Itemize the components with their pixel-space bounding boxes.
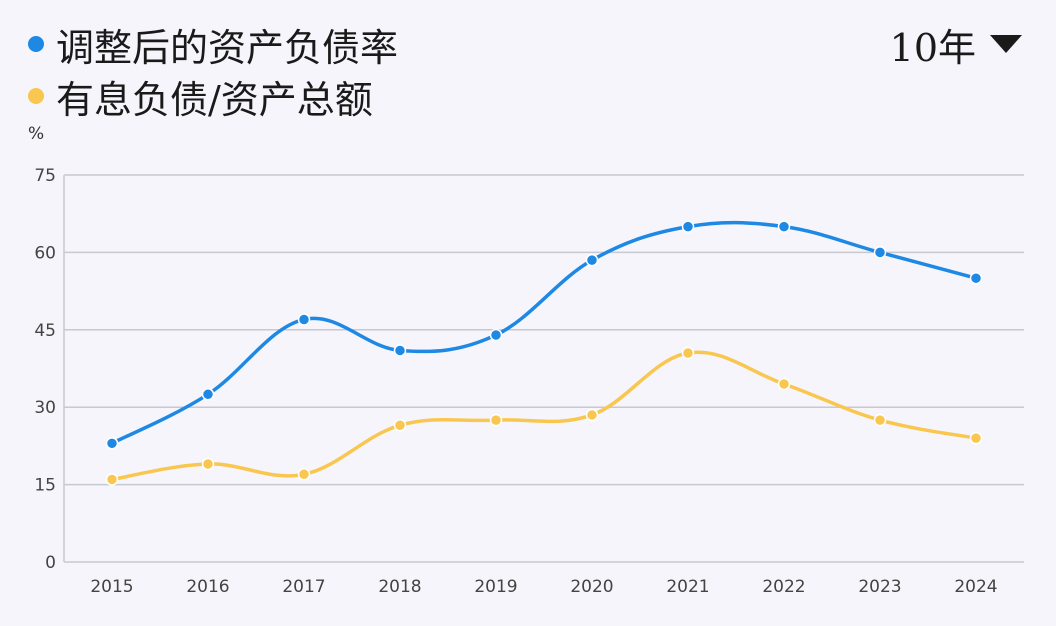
data-point-series-1-2021[interactable] [681,346,695,360]
legend-item-interest-debt-ratio[interactable]: 有息负债/资产总额 [28,70,398,122]
legend-label: 有息负债/资产总额 [56,77,373,122]
data-point-series-0-2017[interactable] [297,313,311,326]
x-tick-label: 2018 [378,577,421,597]
caret-down-icon [990,35,1022,53]
series-points [105,220,983,486]
x-tick-label: 2020 [570,577,613,597]
x-tick-label: 2021 [666,577,709,597]
data-point-series-1-2024[interactable] [969,431,983,445]
series-lines [110,220,978,482]
data-point-series-0-2023[interactable] [873,246,887,259]
legend-item-adjusted-debt-ratio[interactable]: 调整后的资产负债率 [28,18,398,70]
data-point-series-1-2016[interactable] [201,457,215,471]
data-point-series-1-2023[interactable] [873,413,887,427]
data-point-series-1-2018[interactable] [393,419,407,432]
legend-dot-yellow-icon [28,88,44,104]
data-point-series-0-2019[interactable] [489,328,503,342]
data-point-series-0-2022[interactable] [777,220,791,233]
x-tick-label: 2019 [474,577,517,597]
legend-dot-blue-icon [28,36,44,52]
data-point-series-0-2024[interactable] [969,271,983,285]
data-point-series-1-2015[interactable] [105,473,119,486]
y-tick-label: 0 [45,553,56,573]
y-axis-unit: % [28,124,45,144]
data-point-series-0-2016[interactable] [201,388,215,401]
y-tick-label: 30 [34,398,56,418]
grid-lines [63,174,1024,563]
x-tick-label: 2015 [90,577,133,597]
x-tick-label: 2017 [282,577,325,597]
y-axis-ticks: 0 15 30 45 60 75 [34,166,56,573]
series-line-0 [110,220,978,446]
x-axis-ticks: 2015 2016 2017 2018 2019 2020 2021 2022 2023 2024 [90,577,997,597]
range-dropdown[interactable]: 10年 [890,18,1022,70]
data-point-series-1-2019[interactable] [489,413,503,427]
y-tick-label: 60 [34,243,56,263]
data-point-series-1-2022[interactable] [777,377,791,391]
data-point-series-0-2021[interactable] [681,220,695,233]
y-tick-label: 75 [34,166,56,186]
range-dropdown-value: 10年 [889,25,976,70]
series-line-1 [110,350,978,482]
x-tick-label: 2016 [186,577,229,597]
x-tick-label: 2024 [954,577,997,597]
y-tick-label: 45 [34,321,56,341]
chart-legend: 调整后的资产负债率 有息负债/资产总额 [28,18,398,122]
data-point-series-0-2018[interactable] [393,344,407,357]
legend-label: 调整后的资产负债率 [56,25,399,70]
data-point-series-1-2020[interactable] [585,408,599,422]
data-point-series-0-2015[interactable] [105,437,119,450]
x-tick-label: 2022 [762,577,805,597]
data-point-series-1-2017[interactable] [297,468,311,481]
y-tick-label: 15 [34,476,56,496]
data-point-series-0-2020[interactable] [585,253,599,267]
x-tick-label: 2023 [858,577,901,597]
